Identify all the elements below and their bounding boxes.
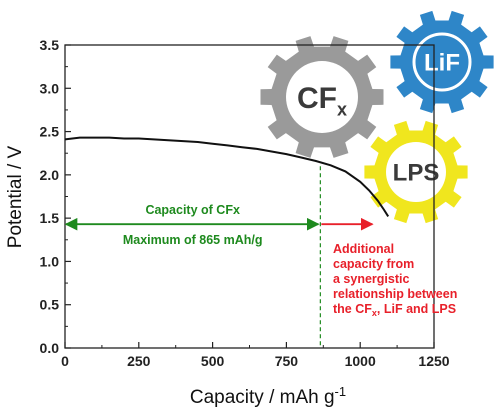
additional-capacity-line-1: Additional xyxy=(333,242,394,256)
additional-capacity-line-3: a synergistic xyxy=(333,272,409,286)
gear-label: LPS xyxy=(393,160,440,187)
additional-capacity-line-4: relationship between xyxy=(333,287,457,301)
y-axis-label: Potential / V xyxy=(5,145,26,248)
x-tick-label: 1250 xyxy=(418,353,449,369)
x-tick-label: 750 xyxy=(275,353,299,369)
x-axis-label: Capacity / mAh g-1 xyxy=(190,384,346,408)
gear-label: LiF xyxy=(424,50,460,77)
gear-2: LiF xyxy=(390,10,494,114)
y-tick-label: 2.0 xyxy=(40,167,60,183)
gear-hub xyxy=(412,32,472,92)
gear-1: CFx xyxy=(260,36,384,158)
x-tick-label: 1000 xyxy=(345,353,376,369)
cfx-capacity-label: Capacity of CFx xyxy=(145,203,240,217)
axis-ticks xyxy=(64,44,435,349)
gear-hub xyxy=(386,142,446,202)
gear-label: CFx xyxy=(297,82,347,120)
additional-capacity-line-2: capacity from xyxy=(333,257,414,271)
axis-tick-labels: 0 250 500 750 1000 1250 0.0 0.5 1.0 1.5 2.0 2.5 3.0 3… xyxy=(40,37,450,369)
additional-capacity-line-5: the CFx, LiF and LPS xyxy=(333,302,456,318)
y-tick-label: 1.5 xyxy=(40,210,60,226)
y-tick-label: 0.5 xyxy=(40,297,60,313)
y-tick-label: 2.5 xyxy=(40,124,60,140)
gear-hub xyxy=(286,61,358,133)
discharge-curve-line xyxy=(64,136,390,217)
gear-illustration: CFx LiF LPS xyxy=(260,10,494,224)
x-tick-label: 250 xyxy=(127,353,151,369)
x-tick-label: 500 xyxy=(201,353,225,369)
x-tick-label: 0 xyxy=(61,353,69,369)
y-tick-label: 1.0 xyxy=(40,253,60,269)
cfx-maximum-label: Maximum of 865 mAh/g xyxy=(123,233,263,247)
y-tick-label: 3.5 xyxy=(40,37,60,53)
y-tick-label: 3.0 xyxy=(40,80,60,96)
y-tick-label: 0.0 xyxy=(40,340,60,356)
gear-3: LPS xyxy=(364,120,468,224)
